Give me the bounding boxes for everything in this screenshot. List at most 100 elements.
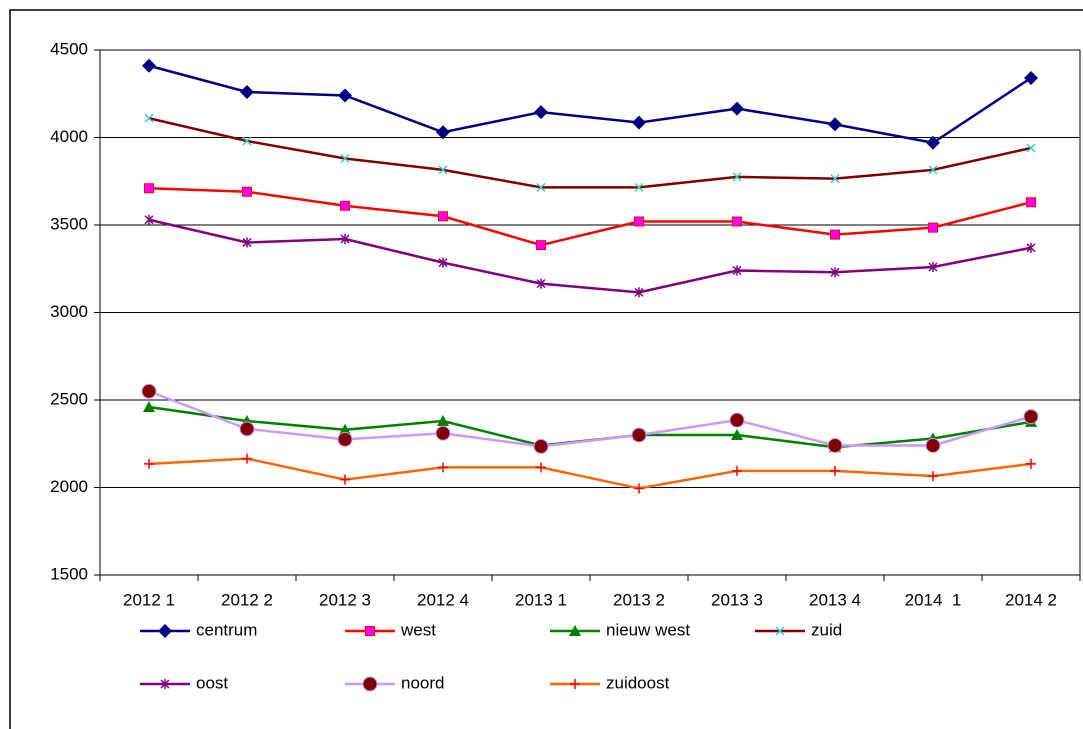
data-point <box>1026 143 1036 153</box>
legend-marker <box>160 679 170 689</box>
x-tick-label: 2012 4 <box>417 590 469 609</box>
data-point <box>144 183 154 194</box>
data-point <box>634 216 644 227</box>
y-tick-label: 3500 <box>50 214 88 233</box>
data-point <box>435 425 451 441</box>
legend-marker <box>775 626 785 636</box>
data-point <box>340 474 350 485</box>
y-tick-label: 2000 <box>50 477 88 496</box>
data-point <box>142 58 156 73</box>
data-point <box>1026 242 1036 253</box>
data-point <box>143 401 155 412</box>
data-point <box>533 438 549 454</box>
series-line <box>148 218 1032 294</box>
data-point <box>340 200 350 211</box>
series-line <box>148 457 1032 490</box>
legend-label: zuidoost <box>606 673 670 692</box>
data-point <box>436 125 450 140</box>
data-point <box>925 438 941 453</box>
data-point <box>340 153 350 164</box>
data-point <box>144 458 154 469</box>
data-point <box>1024 71 1038 85</box>
x-tick-label: 2014 1 <box>905 590 962 609</box>
legend-label: oost <box>196 673 228 692</box>
data-point <box>830 174 840 184</box>
data-point <box>338 88 352 103</box>
legend-marker <box>365 626 375 636</box>
series-line <box>148 187 1032 247</box>
x-tick-label: 2014 2 <box>1005 590 1057 609</box>
data-point <box>339 423 351 435</box>
data-point <box>242 136 252 146</box>
data-point <box>438 257 448 268</box>
data-point <box>141 383 157 399</box>
chart-frame <box>9 9 1083 729</box>
data-point <box>928 471 938 482</box>
legend-label: noord <box>401 673 444 692</box>
data-point <box>729 412 745 428</box>
data-point <box>536 278 546 289</box>
data-point <box>732 265 742 276</box>
legend-marker <box>570 679 580 689</box>
series-line <box>148 390 1032 448</box>
data-point <box>928 262 938 272</box>
data-point <box>242 453 252 464</box>
data-point <box>732 465 742 476</box>
data-point <box>634 483 644 494</box>
data-point <box>534 105 548 120</box>
y-tick-label: 4000 <box>50 127 88 146</box>
x-tick-label: 2012 2 <box>221 590 273 609</box>
data-point <box>1023 409 1039 425</box>
data-point <box>732 172 742 182</box>
data-point <box>536 240 546 251</box>
y-tick-label: 1500 <box>50 564 88 583</box>
data-point <box>928 165 938 175</box>
data-point <box>1026 458 1036 469</box>
series-line <box>148 64 1032 145</box>
legend-marker <box>362 676 378 692</box>
y-tick-label: 3000 <box>50 302 88 321</box>
legend-label: centrum <box>196 620 257 639</box>
legend-marker <box>569 625 581 636</box>
x-tick-label: 2013 4 <box>809 590 861 609</box>
x-tick-label: 2013 3 <box>711 590 763 609</box>
data-point <box>340 234 350 244</box>
data-point <box>828 117 842 132</box>
data-point <box>928 222 938 233</box>
data-point <box>438 211 448 222</box>
data-point <box>634 287 644 298</box>
data-point <box>438 462 448 473</box>
legend-label: nieuw west <box>606 620 690 639</box>
data-point <box>144 214 154 225</box>
data-point <box>926 135 940 150</box>
data-point <box>632 115 646 130</box>
data-point <box>240 85 254 99</box>
series-line <box>148 117 1032 189</box>
data-point <box>731 429 743 440</box>
data-point <box>437 415 449 426</box>
data-point <box>536 462 546 473</box>
data-point <box>242 186 252 197</box>
x-tick-label: 2012 3 <box>319 590 371 609</box>
data-point <box>239 421 255 437</box>
x-tick-label: 2013 2 <box>613 590 665 609</box>
legend-marker <box>158 624 172 638</box>
legend-label: west <box>400 620 436 639</box>
data-point <box>337 431 353 447</box>
data-point <box>1026 197 1036 208</box>
data-point <box>631 427 647 443</box>
data-point <box>634 182 644 192</box>
data-point <box>830 465 840 476</box>
x-tick-label: 2012 1 <box>123 590 175 609</box>
y-tick-label: 4500 <box>50 39 88 58</box>
data-point <box>144 113 154 123</box>
data-point <box>830 267 840 278</box>
data-point <box>830 229 840 240</box>
x-tick-label: 2013 1 <box>515 590 567 609</box>
data-point <box>732 216 742 227</box>
legend-label: zuid <box>811 620 842 639</box>
y-tick-label: 2500 <box>50 389 88 408</box>
data-point <box>730 101 744 116</box>
data-point <box>827 438 843 453</box>
data-point <box>536 182 546 192</box>
